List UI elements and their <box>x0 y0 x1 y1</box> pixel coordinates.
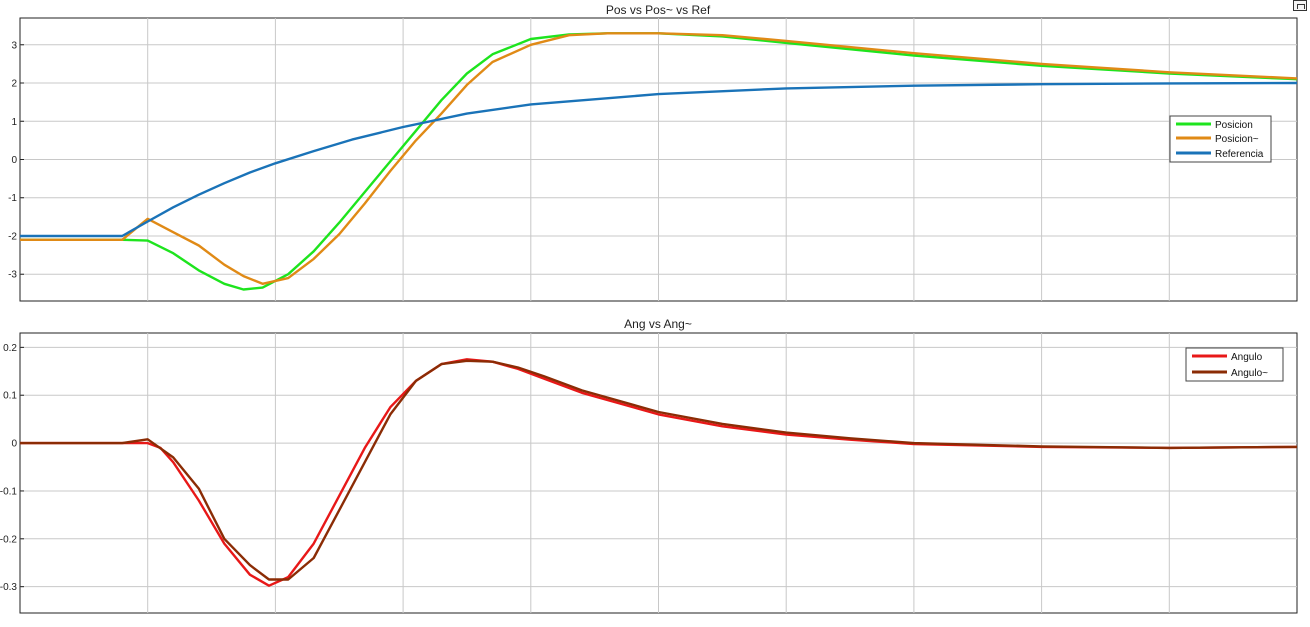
series-line-referencia <box>20 81 1298 238</box>
series-line-angulo-tilde <box>20 359 1298 581</box>
plot-position-grid <box>20 18 1297 301</box>
plot-position-title: Pos vs Pos~ vs Ref <box>606 3 711 17</box>
plot-angle: 0.2 0.1 0 -0.1 -0.2 -0.3 Ang vs Ang~ Angulo A… <box>0 317 1298 614</box>
plot-angle-yticks: 0.2 0.1 0 -0.1 -0.2 -0.3 <box>0 343 24 593</box>
y-tick-label: -0.2 <box>0 534 17 545</box>
y-tick-label: -0.1 <box>0 486 17 497</box>
legend-label-angulo: Angulo <box>1231 352 1263 363</box>
y-tick-label: 1 <box>11 117 17 128</box>
plot-angle-series <box>20 358 1298 587</box>
y-tick-label: 2 <box>11 79 17 90</box>
y-tick-label: 0 <box>11 439 17 450</box>
plot-angle-title: Ang vs Ang~ <box>624 317 692 331</box>
series-line-posicion <box>20 32 1298 291</box>
legend-box <box>1185 347 1284 382</box>
plot-position: 3 2 1 0 -1 -2 -3 Pos vs Pos~ vs Ref Posicion P… <box>8 3 1298 302</box>
y-tick-label: -2 <box>8 231 17 242</box>
y-tick-label: -3 <box>8 270 17 281</box>
legend-label-angulo-tilde: Angulo~ <box>1231 368 1268 379</box>
y-tick-label: -1 <box>8 193 17 204</box>
y-tick-label: 0.1 <box>3 391 17 402</box>
plot-angle-grid <box>20 333 1297 613</box>
y-tick-label: -0.3 <box>0 582 17 593</box>
legend-label-referencia: Referencia <box>1215 149 1264 160</box>
plot-position-legend: Posicion Posicion~ Referencia <box>1169 115 1272 163</box>
y-tick-label: 0.2 <box>3 343 17 354</box>
undock-icon[interactable] <box>1293 0 1307 11</box>
plot-position-series <box>20 32 1298 291</box>
legend-label-posicion-tilde: Posicion~ <box>1215 134 1259 145</box>
y-tick-label: 0 <box>11 155 17 166</box>
legend-label-posicion: Posicion <box>1215 120 1253 131</box>
plot-angle-legend: Angulo Angulo~ <box>1185 347 1284 382</box>
y-tick-label: 3 <box>11 40 17 51</box>
series-line-posicion-tilde <box>20 32 1298 285</box>
